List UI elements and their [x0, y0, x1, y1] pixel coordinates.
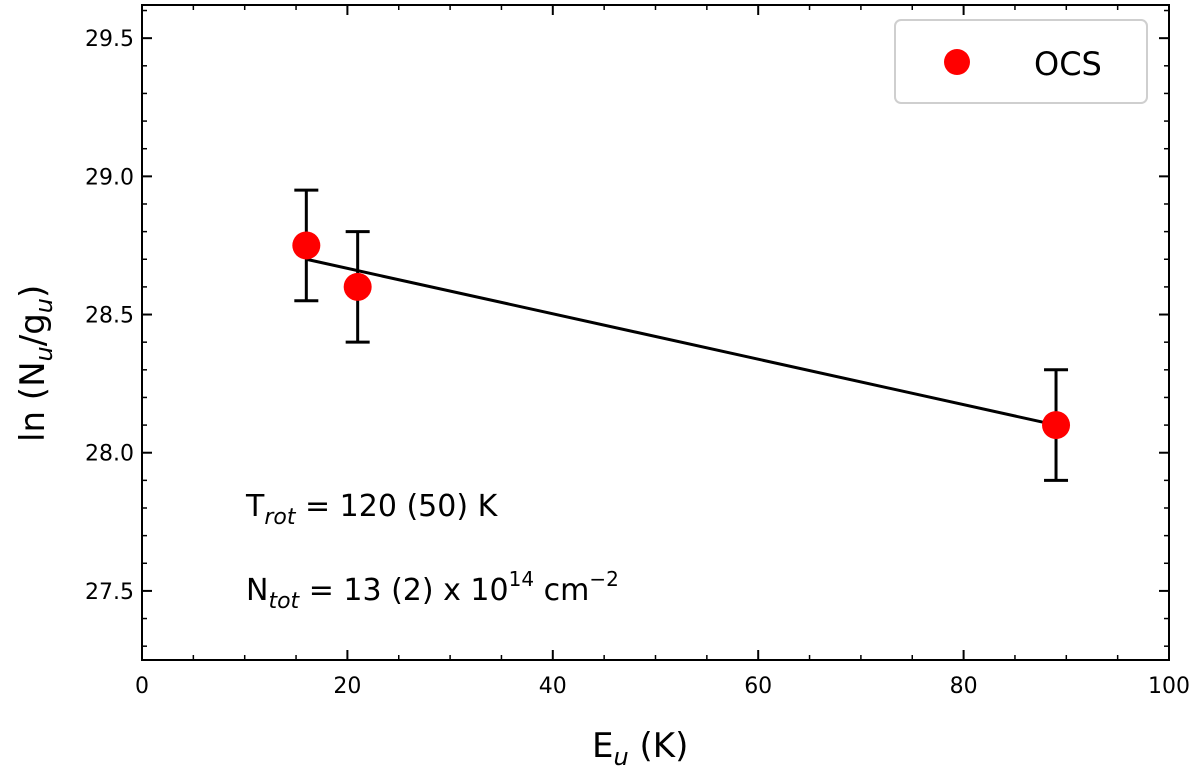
legend-marker-ocs — [944, 49, 970, 75]
data-point — [292, 231, 321, 260]
x-tick-label: 0 — [135, 674, 149, 699]
axis-ticks — [141, 5, 1170, 660]
annotation-ntot: Ntot = 13 (2) x 1014 cm−2 — [246, 567, 619, 614]
y-tick-label: 29.5 — [85, 27, 134, 52]
legend: OCS — [894, 19, 1148, 104]
x-tick-label: 40 — [539, 674, 567, 699]
x-tick-label: 100 — [1148, 674, 1190, 699]
data-point — [343, 272, 372, 301]
y-tick-label: 28.5 — [85, 304, 134, 329]
y-tick-label: 27.5 — [85, 580, 134, 605]
annotation-trot: Trot = 120 (50) K — [245, 489, 499, 530]
y-tick-label: 29.0 — [85, 165, 134, 190]
x-axis-title: Eu (K) — [592, 726, 688, 771]
legend-box — [894, 19, 1148, 104]
data-points-group — [292, 188, 1071, 482]
y-axis-title: ln (Nu/gu) — [13, 285, 58, 442]
x-tick-label: 20 — [333, 674, 361, 699]
legend-label-ocs: OCS — [1034, 45, 1102, 83]
y-tick-label: 28.0 — [85, 442, 134, 467]
data-point — [1042, 411, 1071, 440]
fit-line — [305, 257, 1057, 427]
x-tick-label: 60 — [744, 674, 772, 699]
axis-tick-labels: 0 20 40 60 80 100 27.5 28.0 28.5 29.0 29.5 — [85, 27, 1190, 699]
fit-line-group — [305, 257, 1057, 427]
x-tick-label: 80 — [950, 674, 978, 699]
